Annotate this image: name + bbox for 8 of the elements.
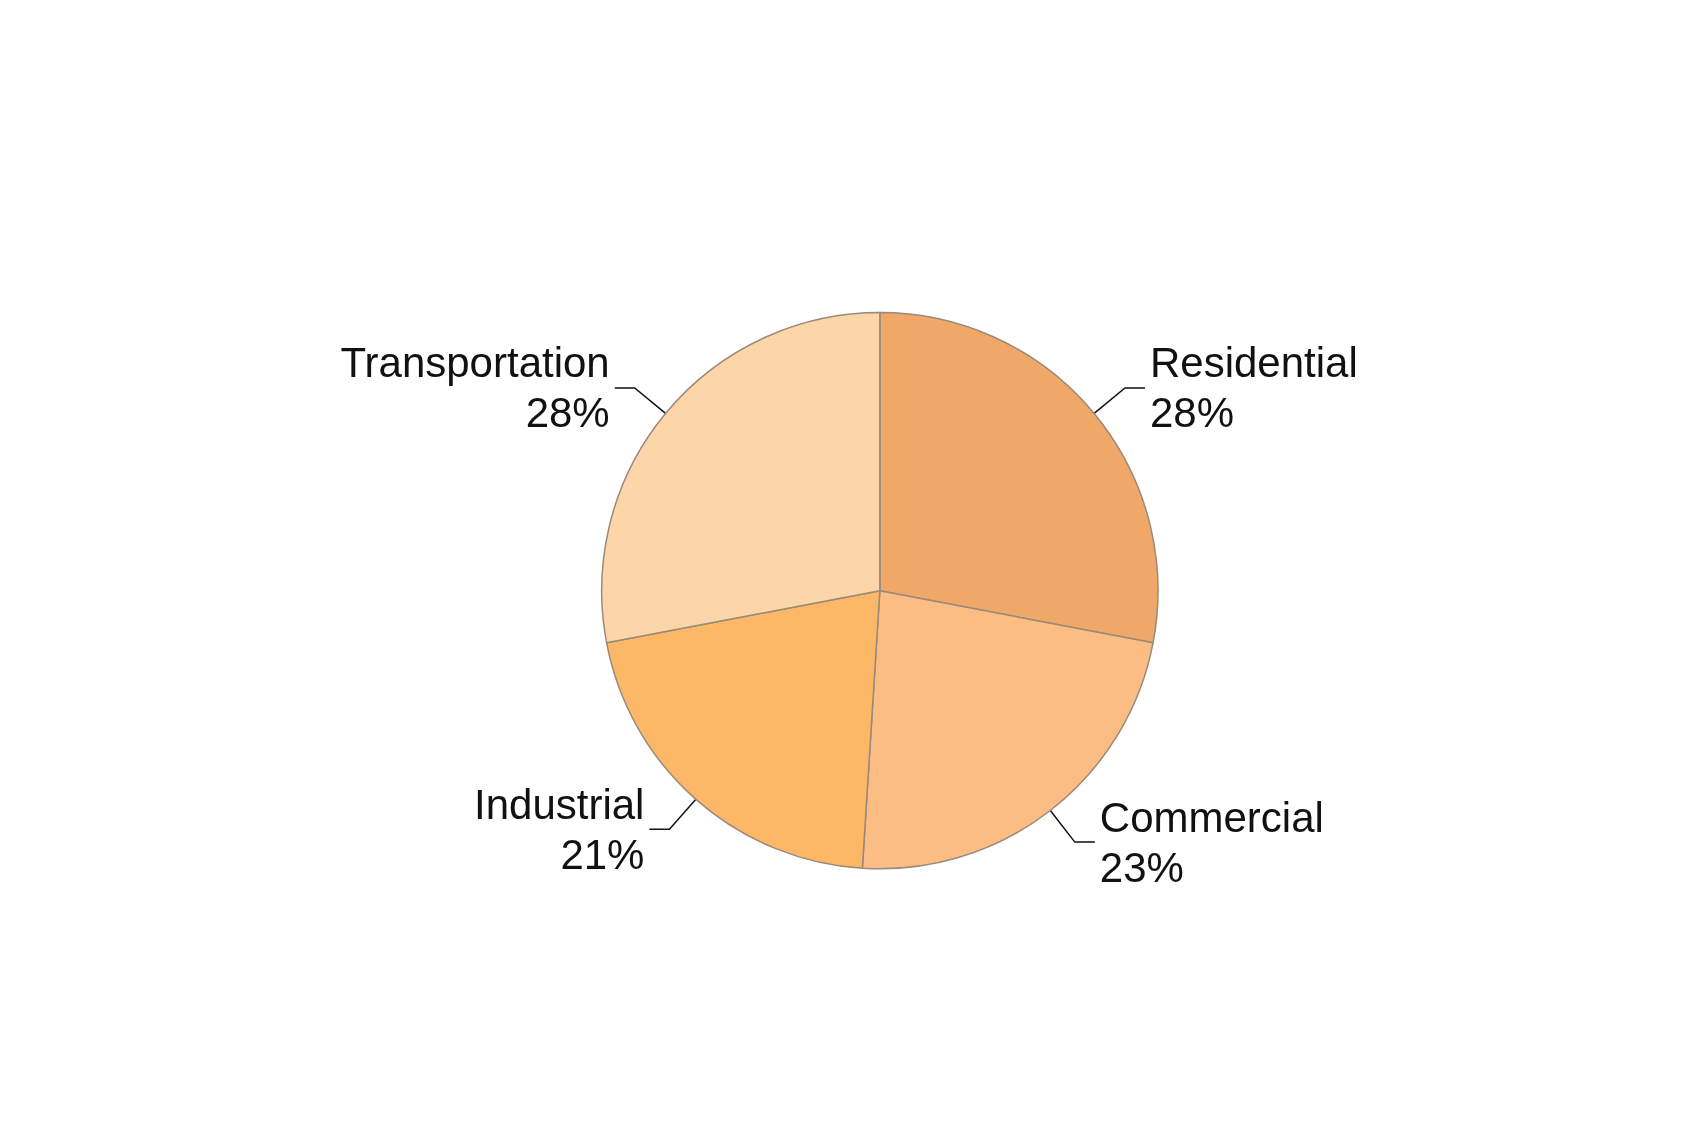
data-label: 23% <box>1099 843 1184 891</box>
slice-label: Commercial <box>1099 793 1324 841</box>
slice-label: Transportation <box>340 339 610 387</box>
slice-label: Industrial <box>474 780 645 828</box>
data-label: 28% <box>1149 389 1235 437</box>
data-label: 21% <box>560 830 645 878</box>
data-label: 28% <box>525 389 610 437</box>
slice-label: Residential <box>1149 339 1358 387</box>
